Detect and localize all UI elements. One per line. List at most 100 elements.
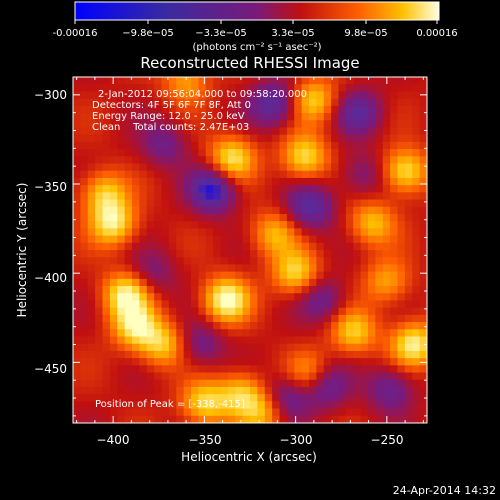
heatmap-cell xyxy=(375,300,384,309)
heatmap-cell xyxy=(220,286,229,294)
heatmap-cell xyxy=(375,120,384,129)
heatmap-cell xyxy=(109,300,118,309)
heatmap-cell xyxy=(360,329,369,338)
heatmap-cell xyxy=(161,120,170,129)
heatmap-cell xyxy=(168,257,177,266)
heatmap-cell xyxy=(286,343,295,352)
heatmap-cell xyxy=(161,177,170,186)
heatmap-cell xyxy=(397,329,406,338)
heatmap-cell xyxy=(250,314,258,323)
heatmap-cell xyxy=(80,105,89,114)
heatmap-cell xyxy=(220,264,229,273)
heatmap-cell xyxy=(375,322,384,330)
heatmap-cell xyxy=(198,307,207,316)
heatmap-cell xyxy=(73,134,81,143)
heatmap-cell xyxy=(191,300,199,309)
heatmap-cell xyxy=(205,91,214,100)
heatmap-cell xyxy=(176,257,185,266)
heatmap-cell xyxy=(368,336,376,345)
heatmap-cell xyxy=(183,300,192,309)
heatmap-cell xyxy=(375,278,384,287)
heatmap-cell xyxy=(309,177,317,186)
heatmap-cell xyxy=(242,84,251,93)
heatmap-cell xyxy=(242,372,251,381)
heatmap-cell xyxy=(161,322,170,330)
heatmap-cell xyxy=(264,250,273,258)
heatmap-cell xyxy=(80,286,89,294)
heatmap-cell xyxy=(338,98,347,107)
heatmap-cell xyxy=(87,221,96,229)
heatmap-cell xyxy=(294,91,303,100)
heatmap-cell xyxy=(272,105,281,114)
heatmap-cell xyxy=(360,235,369,244)
heatmap-cell xyxy=(264,401,273,410)
heatmap-cell xyxy=(368,350,376,359)
heatmap-cell xyxy=(183,242,192,251)
heatmap-cell xyxy=(264,156,273,165)
heatmap-cell xyxy=(345,350,354,359)
heatmap-cell xyxy=(102,177,111,186)
heatmap-cell xyxy=(279,177,288,186)
heatmap-cell xyxy=(360,242,369,251)
heatmap-cell xyxy=(264,185,273,193)
heatmap-cell xyxy=(154,271,163,280)
heatmap-cell xyxy=(323,163,332,172)
heatmap-cell xyxy=(205,185,214,193)
heatmap-cell xyxy=(198,250,207,258)
heatmap-cell xyxy=(168,127,177,136)
heatmap-cell xyxy=(419,286,427,294)
heatmap-cell xyxy=(309,77,317,85)
heatmap-cell xyxy=(331,293,340,302)
heatmap-cell xyxy=(205,98,214,107)
heatmap-cell xyxy=(95,84,104,93)
heatmap-cell xyxy=(286,379,295,388)
heatmap-cell xyxy=(183,127,192,136)
heatmap-cell xyxy=(412,343,421,352)
heatmap-cell xyxy=(279,213,288,222)
heatmap-cell xyxy=(109,163,118,172)
heatmap-cell xyxy=(235,177,244,186)
heatmap-cell xyxy=(73,206,81,215)
heatmap-cell xyxy=(382,336,391,345)
heatmap-cell xyxy=(213,286,222,294)
heatmap-cell xyxy=(154,415,163,423)
heatmap-cell xyxy=(397,177,406,186)
heatmap-cell xyxy=(117,98,126,107)
heatmap-cell xyxy=(220,242,229,251)
heatmap-cell xyxy=(301,293,310,302)
heatmap-cell xyxy=(250,293,258,302)
heatmap-cell xyxy=(360,127,369,136)
heatmap-cell xyxy=(124,235,133,244)
heatmap-cell xyxy=(375,350,384,359)
heatmap-cell xyxy=(360,105,369,114)
heatmap-cell xyxy=(191,84,199,93)
heatmap-cell xyxy=(257,91,266,100)
heatmap-cell xyxy=(117,206,126,215)
annotation-time-range: 2-Jan-2012 09:56:04.000 to 09:58:20.000 xyxy=(98,89,307,100)
heatmap-cell xyxy=(397,372,406,381)
heatmap-cell xyxy=(198,185,207,193)
heatmap-cell xyxy=(132,336,140,345)
heatmap-cell xyxy=(279,293,288,302)
heatmap-cell xyxy=(183,192,192,201)
heatmap-cell xyxy=(279,329,288,338)
heatmap-cell xyxy=(294,379,303,388)
heatmap-cell xyxy=(235,235,244,244)
heatmap-cell xyxy=(323,372,332,381)
heatmap-cell xyxy=(213,199,222,208)
heatmap-cell xyxy=(286,408,295,417)
heatmap-cell xyxy=(213,365,222,374)
heatmap-cell xyxy=(309,264,317,273)
heatmap-cell xyxy=(279,386,288,395)
heatmap-cell xyxy=(73,77,81,85)
heatmap-cell xyxy=(109,199,118,208)
heatmap-cell xyxy=(368,329,376,338)
heatmap-cell xyxy=(375,156,384,165)
heatmap-cell xyxy=(412,199,421,208)
heatmap-cell xyxy=(87,242,96,251)
heatmap-cell xyxy=(235,286,244,294)
heatmap-cell xyxy=(331,365,340,374)
heatmap-cell xyxy=(323,250,332,258)
heatmap-cell xyxy=(109,91,118,100)
heatmap-cell xyxy=(375,185,384,193)
